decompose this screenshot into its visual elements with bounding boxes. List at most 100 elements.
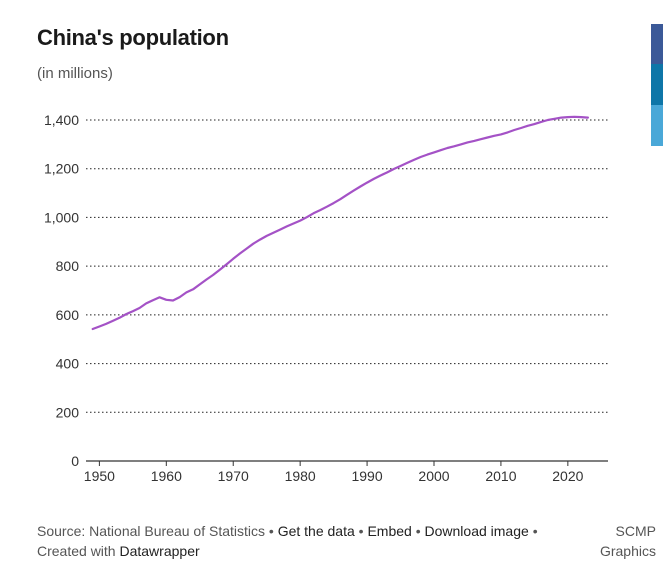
population-data-point — [580, 116, 582, 118]
population-data-point — [540, 121, 542, 123]
facebook-share-button[interactable] — [651, 24, 663, 64]
x-tick-label: 2020 — [552, 468, 583, 484]
population-data-point — [554, 118, 556, 120]
population-data-point — [427, 154, 429, 156]
series-layer — [91, 115, 589, 331]
separator: • — [358, 523, 364, 539]
embed-link[interactable]: Embed — [367, 523, 412, 539]
x-tick-label: 1970 — [218, 468, 249, 484]
population-data-point — [192, 289, 194, 291]
population-data-point — [487, 137, 489, 139]
population-data-point — [473, 140, 475, 142]
y-tick-label: 600 — [56, 307, 80, 323]
population-data-point — [132, 310, 134, 312]
chart-subtitle: (in millions) — [37, 65, 113, 82]
population-data-point — [253, 243, 255, 245]
population-data-point — [299, 220, 301, 222]
population-data-point — [326, 206, 328, 208]
population-data-point — [353, 190, 355, 192]
population-data-point — [514, 129, 516, 131]
population-data-point — [534, 123, 536, 125]
population-data-point — [500, 134, 502, 136]
x-tick-label: 2010 — [485, 468, 516, 484]
population-data-point — [413, 159, 415, 161]
population-data-point — [186, 292, 188, 294]
population-data-point — [92, 328, 94, 330]
population-data-point — [406, 162, 408, 164]
population-data-point — [279, 229, 281, 231]
linkedin-share-button[interactable] — [651, 64, 663, 105]
y-tick-label: 1,400 — [44, 112, 79, 128]
separator: • — [532, 523, 538, 539]
share-bar — [651, 24, 663, 146]
x-tick-label: 1990 — [351, 468, 382, 484]
population-data-point — [420, 156, 422, 158]
population-data-point — [440, 149, 442, 151]
y-tick-label: 400 — [56, 356, 80, 372]
population-data-point — [560, 117, 562, 119]
x-tick-label: 1980 — [285, 468, 316, 484]
population-data-point — [266, 235, 268, 237]
source-label: Source: National Bureau of Statistics — [37, 523, 266, 539]
population-data-point — [119, 317, 121, 319]
population-data-point — [152, 299, 154, 301]
population-data-point — [527, 125, 529, 127]
y-tick-label: 800 — [56, 258, 80, 274]
population-data-point — [286, 226, 288, 228]
population-data-point — [206, 279, 208, 281]
population-data-point — [360, 186, 362, 188]
population-data-point — [547, 119, 549, 121]
population-data-point — [493, 135, 495, 137]
population-data-point — [380, 175, 382, 177]
population-data-point — [139, 307, 141, 309]
y-axis-tick-labels: 0 200 400 600 800 1,000 1,200 1,400 — [44, 112, 79, 469]
population-data-point — [460, 144, 462, 146]
population-data-point — [453, 146, 455, 148]
population-data-point — [125, 313, 127, 315]
get-the-data-link[interactable]: Get the data — [277, 523, 355, 539]
population-data-point — [520, 127, 522, 129]
y-tick-label: 1,200 — [44, 161, 79, 177]
population-data-point — [112, 320, 114, 322]
population-data-point — [574, 116, 576, 118]
population-data-point — [319, 209, 321, 211]
population-data-point — [166, 299, 168, 301]
population-data-point — [199, 284, 201, 286]
population-data-point — [179, 296, 181, 298]
x-tick-label: 2000 — [418, 468, 449, 484]
scmp-credit: SCMP Graphics — [600, 521, 656, 561]
y-tick-label: 1,000 — [44, 209, 79, 225]
population-data-point — [172, 300, 174, 302]
population-data-point — [567, 116, 569, 118]
population-data-point — [219, 269, 221, 271]
population-series-line — [91, 115, 589, 331]
population-data-point — [333, 202, 335, 204]
y-tick-label: 0 — [71, 453, 79, 469]
population-data-point — [480, 138, 482, 140]
population-data-point — [587, 117, 589, 119]
population-data-point — [105, 323, 107, 325]
population-data-point — [393, 168, 395, 170]
population-data-point — [366, 182, 368, 184]
y-tick-label: 200 — [56, 404, 80, 420]
separator: • — [268, 523, 274, 539]
separator: • — [415, 523, 421, 539]
x-axis-tick-labels: 1950 1960 1970 1980 1990 2000 2010 2020 — [84, 468, 584, 484]
population-data-point — [313, 213, 315, 215]
population-data-point — [99, 326, 101, 328]
twitter-share-button[interactable] — [651, 105, 663, 146]
population-data-point — [159, 297, 161, 299]
download-image-link[interactable]: Download image — [424, 523, 529, 539]
chart-title: China's population — [37, 25, 229, 50]
population-data-point — [293, 223, 295, 225]
population-data-point — [346, 194, 348, 196]
population-data-point — [447, 147, 449, 149]
population-data-point — [400, 165, 402, 167]
grid-lines — [86, 119, 608, 413]
population-data-point — [259, 239, 261, 241]
population-data-point — [373, 178, 375, 180]
datawrapper-link[interactable]: Datawrapper — [119, 543, 200, 559]
population-data-point — [239, 253, 241, 255]
population-data-point — [145, 303, 147, 305]
